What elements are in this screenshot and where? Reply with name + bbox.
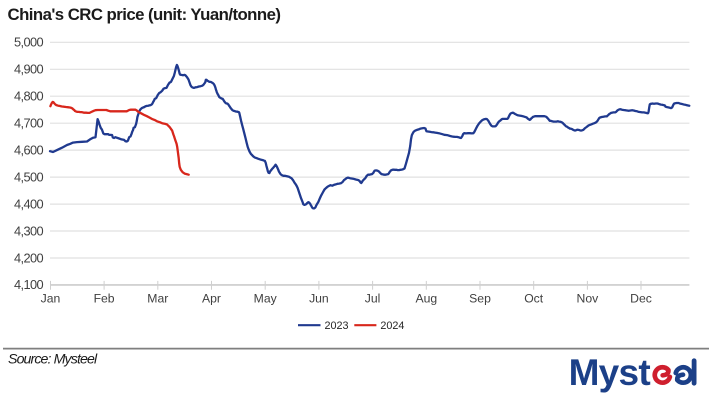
svg-text:Jul: Jul xyxy=(365,291,381,305)
svg-text:Nov: Nov xyxy=(577,291,600,305)
svg-text:May: May xyxy=(254,291,278,305)
svg-text:Jan: Jan xyxy=(41,291,61,305)
svg-text:Mar: Mar xyxy=(147,291,168,305)
svg-text:4,300: 4,300 xyxy=(14,223,44,238)
svg-text:4,200: 4,200 xyxy=(14,250,44,265)
svg-text:2024: 2024 xyxy=(380,320,404,332)
svg-text:4,400: 4,400 xyxy=(14,196,44,211)
svg-text:4,700: 4,700 xyxy=(14,116,44,131)
svg-text:Jun: Jun xyxy=(309,291,329,305)
svg-text:Source: Mysteel: Source: Mysteel xyxy=(8,352,98,368)
svg-text:Myst: Myst xyxy=(569,352,651,393)
svg-text:4,100: 4,100 xyxy=(14,277,44,292)
svg-text:Sep: Sep xyxy=(469,291,491,305)
svg-text:Oct: Oct xyxy=(524,291,544,305)
svg-text:5,000: 5,000 xyxy=(14,35,44,50)
svg-text:Apr: Apr xyxy=(202,291,221,305)
svg-text:Feb: Feb xyxy=(94,291,115,305)
svg-text:Aug: Aug xyxy=(415,291,437,305)
svg-text:2023: 2023 xyxy=(325,320,349,332)
svg-text:4,900: 4,900 xyxy=(14,62,44,77)
svg-text:Dec: Dec xyxy=(630,291,652,305)
svg-text:China's CRC price (unit: Yuan/: China's CRC price (unit: Yuan/tonne) xyxy=(8,5,281,24)
svg-text:4,600: 4,600 xyxy=(14,142,44,157)
svg-text:4,800: 4,800 xyxy=(14,89,44,104)
svg-text:4,500: 4,500 xyxy=(14,169,44,184)
